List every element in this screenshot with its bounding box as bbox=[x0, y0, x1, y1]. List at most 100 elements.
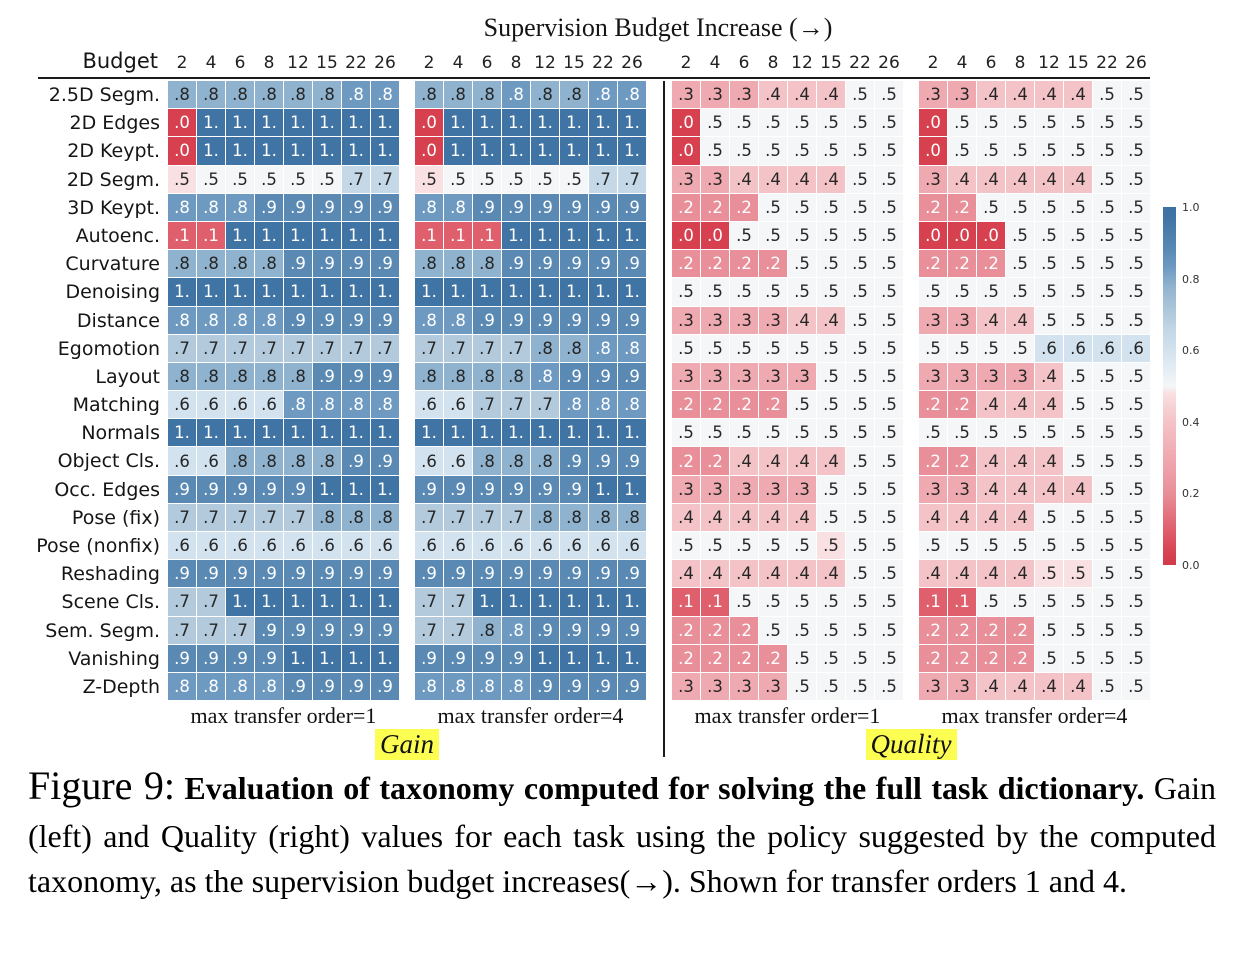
heatmap-cell: 1. bbox=[313, 475, 341, 503]
heatmap-cell: .5 bbox=[977, 137, 1005, 165]
heatmap-cell: .5 bbox=[875, 334, 903, 362]
heatmap-cell: .3 bbox=[701, 475, 729, 503]
heatmap-cell: .5 bbox=[817, 391, 845, 419]
heatmap-cell: .5 bbox=[1006, 532, 1034, 560]
heatmap-cell: .5 bbox=[1064, 250, 1092, 278]
heatmap-cell: .5 bbox=[977, 334, 1005, 362]
heatmap-cell: .5 bbox=[1093, 278, 1121, 306]
heatmap-cell: .3 bbox=[730, 306, 758, 334]
heatmap-cell: .5 bbox=[1093, 193, 1121, 221]
heatmap-cell: .5 bbox=[531, 165, 559, 193]
heatmap-cell: .7 bbox=[284, 503, 312, 531]
heatmap-cell: 1. bbox=[255, 278, 283, 306]
heatmap-cell: .2 bbox=[730, 250, 758, 278]
heatmap-cell: 1. bbox=[313, 588, 341, 616]
heatmap-cell: .1 bbox=[168, 221, 196, 250]
heatmap-cell: .2 bbox=[948, 193, 976, 221]
heatmap-cell: .4 bbox=[730, 447, 758, 475]
colorbar-tick: 0.0 bbox=[1182, 559, 1200, 572]
heatmap-cell: .5 bbox=[730, 137, 758, 165]
heatmap-cell: .2 bbox=[672, 250, 700, 278]
row-label: Egomotion bbox=[57, 337, 160, 360]
heatmap-cell: .5 bbox=[1122, 278, 1150, 306]
col-header: 12 bbox=[791, 53, 813, 73]
heatmap-cell: .2 bbox=[948, 250, 976, 278]
heatmap-cell: .5 bbox=[1093, 109, 1121, 137]
figure-title: Supervision Budget Increase (→) bbox=[483, 13, 833, 42]
heatmap-cell: 1. bbox=[473, 137, 501, 165]
heatmap-cell: .3 bbox=[701, 672, 729, 701]
heatmap-cell: .9 bbox=[531, 193, 559, 221]
heatmap-cell: .1 bbox=[444, 221, 472, 250]
heatmap-cell: .8 bbox=[444, 306, 472, 334]
heatmap-cell: .3 bbox=[672, 475, 700, 503]
heatmap-cell: .6 bbox=[226, 391, 254, 419]
heatmap-cell: .9 bbox=[444, 475, 472, 503]
heatmap-cell: .9 bbox=[502, 250, 530, 278]
quality-label: Quality bbox=[865, 729, 957, 760]
col-header: 2 bbox=[680, 53, 692, 73]
heatmap-cell: 1. bbox=[197, 109, 225, 137]
row-label: Autoenc. bbox=[75, 224, 160, 247]
heatmap-cell: 1. bbox=[560, 221, 588, 250]
heatmap-cell: .5 bbox=[875, 475, 903, 503]
heatmap-cell: .2 bbox=[701, 447, 729, 475]
heatmap-cell: .4 bbox=[730, 503, 758, 531]
block-footer: max transfer order=1 bbox=[190, 703, 377, 728]
gain-quality-divider bbox=[663, 81, 665, 757]
heatmap-cell: .5 bbox=[1064, 391, 1092, 419]
heatmap-cell: 1. bbox=[342, 475, 370, 503]
heatmap-cell: 1. bbox=[313, 137, 341, 165]
heatmap-cell: .4 bbox=[1064, 165, 1092, 193]
heatmap-cell: .4 bbox=[948, 165, 976, 193]
heatmap-cell: .4 bbox=[977, 391, 1005, 419]
heatmap-cell: .9 bbox=[531, 616, 559, 644]
heatmap-cell: .8 bbox=[197, 362, 225, 391]
heatmap-cell: .5 bbox=[875, 560, 903, 588]
heatmap-cell: .5 bbox=[197, 165, 225, 193]
heatmap-cell: .4 bbox=[788, 306, 816, 334]
heatmap-cell: .9 bbox=[342, 250, 370, 278]
heatmap-cell: .5 bbox=[1006, 250, 1034, 278]
heatmap-cell: 1. bbox=[284, 419, 312, 447]
heatmap-cell: .3 bbox=[730, 672, 758, 701]
heatmap-cell: .5 bbox=[817, 278, 845, 306]
heatmap-cell: 1. bbox=[255, 588, 283, 616]
heatmap-cell: .3 bbox=[919, 475, 947, 503]
heatmap-cell: .9 bbox=[284, 250, 312, 278]
colorbar-tick: 0.6 bbox=[1182, 344, 1200, 358]
figure-number: Figure 9: bbox=[28, 763, 175, 808]
heatmap-cell: .2 bbox=[919, 447, 947, 475]
heatmap-cell: .9 bbox=[560, 475, 588, 503]
heatmap-cell: .9 bbox=[560, 193, 588, 221]
heatmap-cell: .4 bbox=[977, 81, 1005, 109]
heatmap-cell: .5 bbox=[701, 137, 729, 165]
heatmap-cell: .8 bbox=[255, 250, 283, 278]
gain-label: Gain bbox=[375, 729, 439, 760]
heatmap-cell: .4 bbox=[730, 165, 758, 193]
caption: Figure 9: Evaluation of taxonomy compute… bbox=[28, 758, 1216, 904]
heatmap-cell: .2 bbox=[948, 616, 976, 644]
heatmap-cell: .8 bbox=[226, 250, 254, 278]
heatmap-cell: .9 bbox=[371, 306, 399, 334]
heatmap-cell: 1. bbox=[168, 419, 196, 447]
colorbar bbox=[1163, 207, 1176, 565]
heatmap-cell: .2 bbox=[701, 193, 729, 221]
heatmap-cell: .2 bbox=[948, 644, 976, 672]
heatmap-cell: .5 bbox=[1064, 616, 1092, 644]
heatmap-cell: .7 bbox=[371, 334, 399, 362]
heatmap-cell: .6 bbox=[255, 532, 283, 560]
heatmap-cell: .8 bbox=[313, 447, 341, 475]
heatmap-cell: .1 bbox=[672, 588, 700, 616]
heatmap-cell: .8 bbox=[168, 362, 196, 391]
heatmap-cell: .9 bbox=[313, 616, 341, 644]
heatmap-cell: 1. bbox=[313, 419, 341, 447]
heatmap-cell: .8 bbox=[168, 193, 196, 221]
heatmap-cell: .9 bbox=[226, 560, 254, 588]
heatmap-cell: .6 bbox=[168, 447, 196, 475]
heatmap-cell: .5 bbox=[473, 165, 501, 193]
heatmap-cell: .5 bbox=[875, 306, 903, 334]
heatmap-cell: .5 bbox=[1122, 250, 1150, 278]
heatmap-cell: .8 bbox=[415, 306, 443, 334]
heatmap-cell: .6 bbox=[560, 532, 588, 560]
